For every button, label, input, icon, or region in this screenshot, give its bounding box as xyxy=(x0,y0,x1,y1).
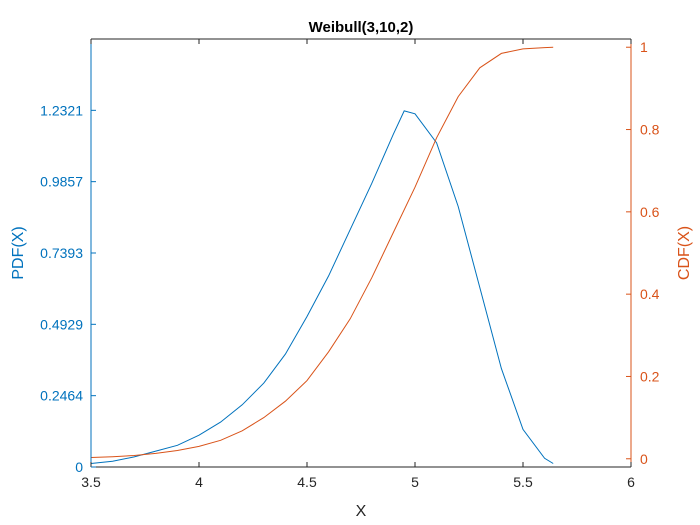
y-right-tick-label: 0.6 xyxy=(640,204,660,220)
y-left-tick-label: 0 xyxy=(75,459,83,475)
x-tick-label: 3.5 xyxy=(81,474,101,490)
chart-title: Weibull(3,10,2) xyxy=(309,19,414,36)
y-right-axis-label: CDF(X) xyxy=(676,226,693,280)
cdf-curve-layer xyxy=(90,46,554,458)
pdf-curve-layer xyxy=(90,110,554,464)
y-left-axis-label: PDF(X) xyxy=(10,226,27,279)
x-tick-label: 4 xyxy=(195,474,203,490)
plot-area xyxy=(91,39,631,467)
y-left-tick-label: 0.9857 xyxy=(40,174,83,190)
y-left-tick-label: 0.2464 xyxy=(40,388,83,404)
y-right-tick-label: 0.4 xyxy=(640,286,660,302)
y-right-tick-label: 0 xyxy=(640,451,648,467)
y-left-tick-label: 0.4929 xyxy=(40,316,83,332)
x-tick-label: 6 xyxy=(627,474,635,490)
y-right-tick-label: 0.8 xyxy=(640,122,660,138)
y-right-tick-label: 1 xyxy=(640,39,648,55)
ticks-layer: 3.5 4 4.5 5 5.5 600.24640.49290.73930.98571.2… xyxy=(40,39,660,490)
pdf-curve xyxy=(90,110,554,464)
y-right-tick-label: 0.2 xyxy=(640,368,660,384)
x-tick-label: 5.5 xyxy=(513,474,533,490)
y-left-tick-label: 0.7393 xyxy=(40,245,83,261)
cdf-curve xyxy=(90,46,554,458)
x-axis-label: X xyxy=(356,503,367,520)
x-tick-label: 4.5 xyxy=(297,474,317,490)
x-tick-label: 5 xyxy=(411,474,419,490)
y-left-tick-label: 1.2321 xyxy=(40,102,83,118)
